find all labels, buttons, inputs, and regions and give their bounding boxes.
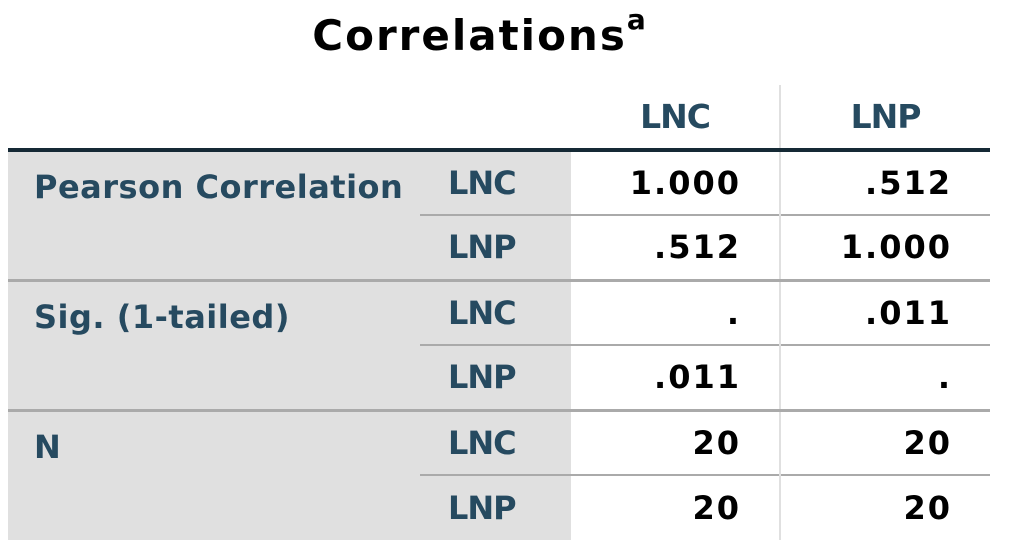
title-footnote: a: [626, 3, 648, 36]
table-row: LNP .512 1.000: [8, 214, 990, 280]
table-row: LNP .011.: [8, 344, 990, 410]
table-cell: 20: [780, 408, 990, 475]
table-title: Correlationsa: [0, 0, 960, 62]
table-cell: .: [571, 278, 781, 345]
column-header: LNC: [571, 85, 781, 152]
row-group-label: Pearson Correlation: [8, 150, 420, 280]
row-variable-label: LNC: [420, 150, 571, 215]
table-cell: 1.000: [571, 150, 781, 215]
table-row: Sig. (1-tailed) LNC. .011: [8, 278, 990, 410]
table-cell: .512: [865, 164, 952, 202]
table-cell: .: [780, 344, 990, 410]
correlations-table: LNC LNP Pearson Correlation LNC 1.000.512 L…: [8, 85, 990, 540]
row-variable-label: LNP: [420, 344, 571, 410]
row-group-label: N: [8, 408, 420, 540]
table-cell: 20: [780, 474, 990, 540]
table-cell: 1.000: [780, 214, 990, 280]
row-variable-label: LNC: [420, 278, 571, 345]
title-text: Correlations: [312, 11, 627, 60]
table-cell: .011: [780, 278, 990, 345]
row-variable-label: LNP: [420, 214, 571, 280]
table-row: Pearson Correlation LNC 1.000.512: [8, 150, 990, 280]
row-variable-label: LNC: [420, 408, 571, 475]
table-cell: .011: [571, 344, 781, 410]
row-group-label: Sig. (1-tailed): [8, 278, 420, 410]
column-header: LNP: [780, 85, 990, 152]
header-row: LNC LNP: [8, 85, 990, 152]
table-row: N LNC 20 20: [8, 408, 990, 540]
table-cell: 20: [571, 474, 781, 540]
table-row: LNP 20 20: [8, 474, 990, 540]
table-cell: 20: [571, 408, 781, 475]
row-variable-label: LNP: [420, 474, 571, 540]
table-cell: .512: [571, 214, 781, 280]
